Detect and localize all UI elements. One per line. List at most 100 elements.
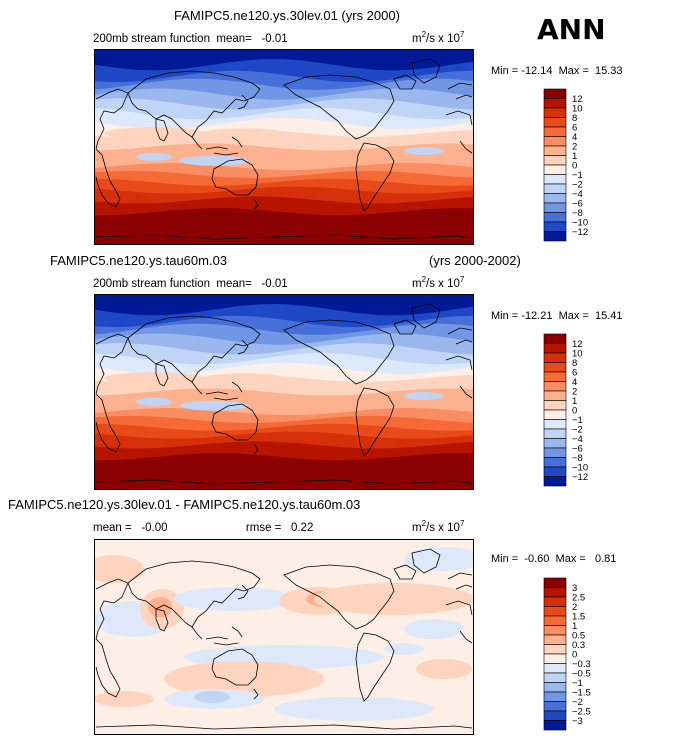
colorbar-box	[543, 447, 567, 458]
panel3-title: FAMIPC5.ne120.ys.30lev.01 - FAMIPC5.ne12…	[8, 497, 361, 512]
coastline	[393, 319, 417, 335]
panel2-mean-value: -0.01	[261, 278, 288, 290]
band	[94, 453, 474, 490]
coastline	[127, 70, 261, 138]
coastline	[237, 339, 249, 355]
field-feature	[136, 152, 172, 161]
panel2-title: FAMIPC5.ne120.ys.tau60m.03	[50, 253, 228, 268]
panel1-mean-value: -0.01	[261, 33, 288, 45]
colorbar-tick-label: 0.5	[572, 631, 585, 642]
coastline	[411, 548, 441, 574]
coastline	[191, 136, 243, 156]
coastline	[127, 560, 261, 628]
colorbar-box	[543, 212, 567, 223]
coastline	[95, 148, 121, 208]
units-exp1: 2	[421, 30, 427, 39]
colorbar-tick-label: −2.5	[572, 707, 591, 718]
anomaly-patch	[94, 691, 154, 707]
colorbar-box	[543, 691, 567, 702]
colorbar-box	[543, 476, 567, 487]
colorbar-tick-label: 3	[572, 583, 577, 594]
panel2-variable: 200mb stream function mean= -0.01	[93, 278, 288, 290]
colorbar-tick-label: −10	[572, 218, 588, 229]
colorbar-box	[543, 720, 567, 731]
colorbar-tick-label: 1	[572, 621, 577, 632]
coastline	[411, 303, 441, 329]
coastline	[95, 479, 473, 485]
coastline	[253, 443, 259, 455]
anomaly-patch	[416, 659, 472, 679]
colorbar-box	[543, 155, 567, 166]
colorbar-tick-label: 0	[572, 650, 577, 661]
map-frame	[94, 539, 474, 735]
units-exp2: 7	[459, 519, 465, 528]
units-mid: /s x 10	[426, 32, 460, 45]
colorbar-box	[543, 343, 567, 354]
coastline	[253, 688, 259, 700]
colorbar-box	[543, 362, 567, 373]
colorbar-box	[543, 371, 567, 382]
max-label: Max =	[558, 65, 589, 77]
colorbar-tick-label: −1	[572, 678, 583, 689]
colorbar-tick-label: −8	[572, 453, 583, 464]
panel1-units: m2/s x 107	[412, 30, 464, 45]
anomaly-patch	[194, 691, 230, 703]
min-label: Min =	[491, 65, 519, 77]
colorbar-box	[543, 107, 567, 118]
colorbar-box	[543, 644, 567, 655]
colorbar-tick-label: 12	[572, 94, 583, 105]
coastline	[447, 82, 473, 100]
field-feature	[404, 391, 444, 400]
coastline	[237, 584, 249, 600]
colorbar-box	[543, 333, 567, 344]
colorbar-box	[543, 438, 567, 449]
coastline	[393, 564, 417, 580]
coastline	[95, 724, 473, 730]
min-label: Min =	[491, 553, 519, 565]
max-value: 0.81	[594, 553, 617, 565]
panel3-mean-label: mean =	[93, 522, 132, 534]
colorbar-box	[543, 145, 567, 156]
field-feature	[204, 373, 284, 384]
anomaly-patch	[274, 697, 434, 721]
season-label: ANN	[537, 13, 606, 46]
units-exp2: 7	[459, 30, 465, 39]
colorbar-tick-label: −0.5	[572, 669, 591, 680]
panel1-title: FAMIPC5.ne120.ys.30lev.01 (yrs 2000)	[174, 8, 400, 23]
map-frame	[94, 49, 474, 245]
colorbar-box	[543, 126, 567, 137]
max-value: 15.41	[595, 310, 623, 322]
colorbar-tick-label: 0.3	[572, 640, 585, 651]
colorbar-box	[543, 606, 567, 617]
panel1-mean-label: mean=	[216, 33, 252, 45]
colorbar-tick-label: −2	[572, 697, 583, 708]
colorbar-box	[543, 400, 567, 411]
panel3-colorbar: 32.521.510.50.30−0.3−0.5−1−1.5−2−2.5−3	[543, 577, 591, 731]
colorbar-tick-label: 10	[572, 349, 583, 360]
units-mid: /s x 10	[426, 521, 460, 534]
max-label: Max =	[558, 310, 589, 322]
coastline	[411, 58, 441, 84]
panel1-minmax: Min = -12.14 Max = 15.33	[491, 65, 623, 77]
max-label: Max =	[555, 553, 586, 565]
colorbar-tick-label: 10	[572, 104, 583, 115]
colorbar-tick-label: −10	[572, 463, 588, 474]
colorbar-tick-label: −12	[572, 472, 588, 483]
colorbar-box	[543, 419, 567, 430]
colorbar-box	[543, 577, 567, 588]
coastline	[95, 234, 473, 240]
colorbar-box	[543, 88, 567, 99]
colorbar-tick-label: 6	[572, 368, 577, 379]
colorbar-box	[543, 682, 567, 693]
min-value: -12.21	[521, 310, 553, 322]
colorbar-tick-label: −1	[572, 415, 583, 426]
coastline	[355, 387, 395, 457]
panel2-units: m2/s x 107	[412, 275, 464, 290]
panel3-rmse-value: 0.22	[290, 522, 314, 534]
panel2-map	[94, 294, 474, 490]
colorbar-box	[543, 202, 567, 213]
panel3-units: m2/s x 107	[412, 519, 464, 534]
colorbar-tick-label: 12	[572, 339, 583, 350]
